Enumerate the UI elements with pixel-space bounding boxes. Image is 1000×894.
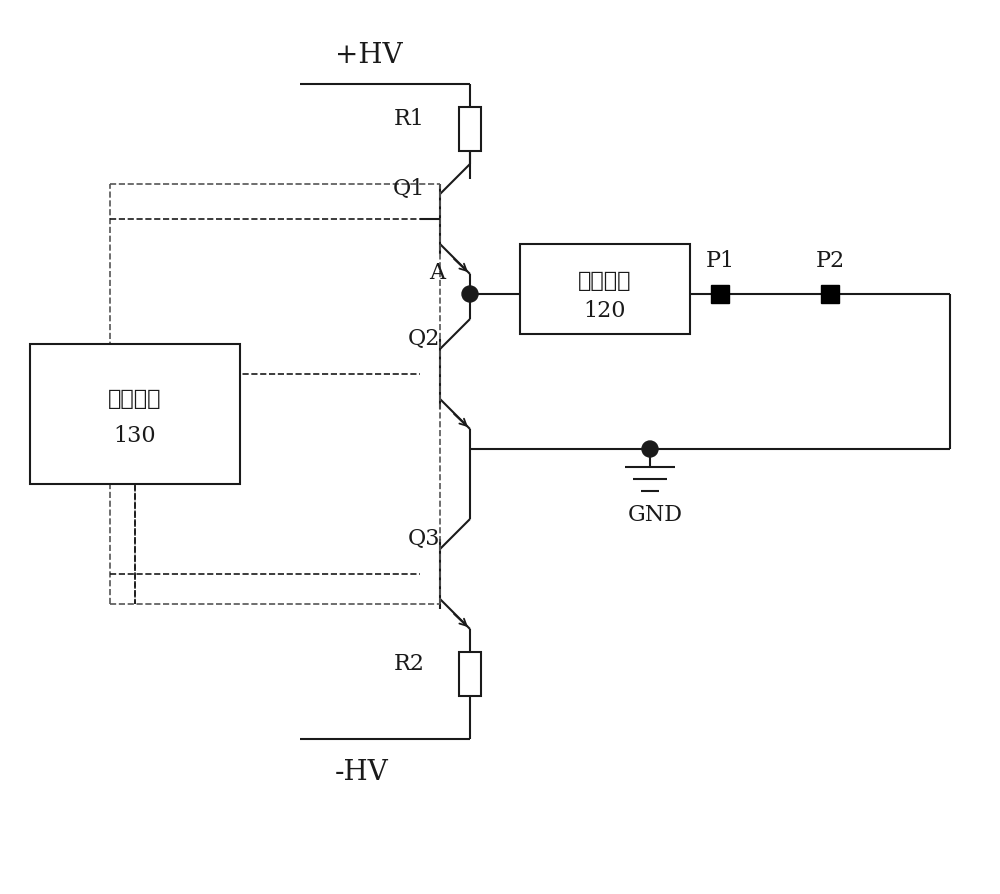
Text: 120: 120 xyxy=(584,300,626,322)
Circle shape xyxy=(462,286,478,302)
Bar xyxy=(711,285,729,303)
FancyBboxPatch shape xyxy=(459,652,481,696)
Text: R1: R1 xyxy=(394,108,425,130)
Text: 130: 130 xyxy=(114,425,156,447)
Text: R2: R2 xyxy=(394,653,425,675)
Text: Q3: Q3 xyxy=(408,528,440,550)
FancyBboxPatch shape xyxy=(459,107,481,151)
Text: 控制电路: 控制电路 xyxy=(108,388,162,410)
Text: P2: P2 xyxy=(815,250,845,272)
Text: P1: P1 xyxy=(705,250,735,272)
Text: Q2: Q2 xyxy=(408,328,440,350)
Text: +HV: +HV xyxy=(335,42,403,69)
Text: 滤波电路: 滤波电路 xyxy=(578,270,632,292)
Text: A: A xyxy=(429,262,445,284)
Text: Q1: Q1 xyxy=(393,178,425,200)
Text: -HV: -HV xyxy=(335,759,389,786)
FancyBboxPatch shape xyxy=(30,344,240,484)
FancyBboxPatch shape xyxy=(520,244,690,334)
Circle shape xyxy=(642,441,658,457)
Text: GND: GND xyxy=(628,504,682,526)
Bar xyxy=(821,285,839,303)
